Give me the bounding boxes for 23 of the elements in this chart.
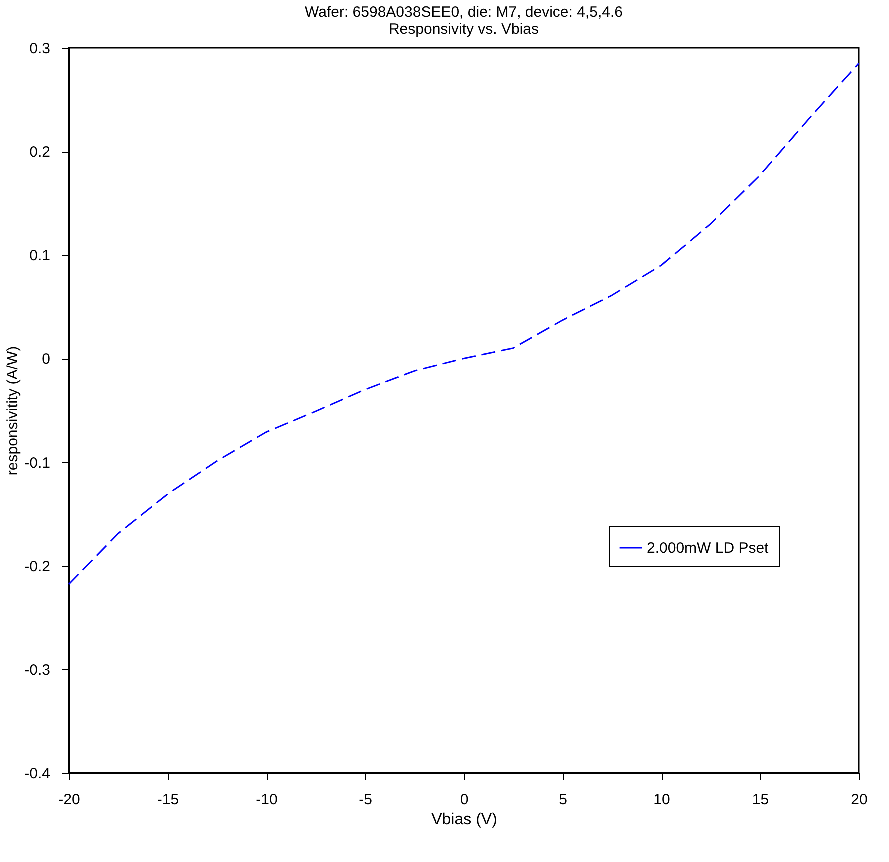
- x-tick-label: 5: [559, 792, 568, 808]
- text: Responsivity vs. Vbias: [388, 21, 540, 38]
- legend-label: 2.000mW LD Pset: [647, 540, 770, 557]
- y-axis-title: responsivitity (A/W): [4, 346, 22, 476]
- x-tick-label: -20: [58, 792, 80, 808]
- y-tick-label: -0.2: [24, 558, 50, 576]
- y-tick-label: 0.3: [30, 40, 50, 58]
- y-tick-label: 0.1: [30, 248, 50, 265]
- x-tick-label: 0: [460, 792, 469, 808]
- y-tick-label: -0.1: [24, 454, 50, 472]
- y-tick-label: -0.3: [24, 662, 50, 679]
- y-tick-label: -0.4: [24, 766, 50, 782]
- y-tick-label: 0: [42, 351, 50, 368]
- x-axis-title: Vbias (V): [432, 812, 498, 828]
- text: Wafer: 6598A038SEE0, die: M7, device: 4,5,4.6: [305, 4, 623, 21]
- x-tick-label: -10: [256, 792, 278, 808]
- x-tick-label: 15: [752, 792, 770, 808]
- x-tick-label: -5: [359, 792, 372, 808]
- line-series: [68, 62, 860, 586]
- y-tick-label: 0.2: [30, 144, 50, 162]
- x-tick-label: -15: [157, 792, 180, 808]
- x-tick-label: 10: [654, 792, 670, 808]
- x-tick-label: 20: [851, 792, 868, 808]
